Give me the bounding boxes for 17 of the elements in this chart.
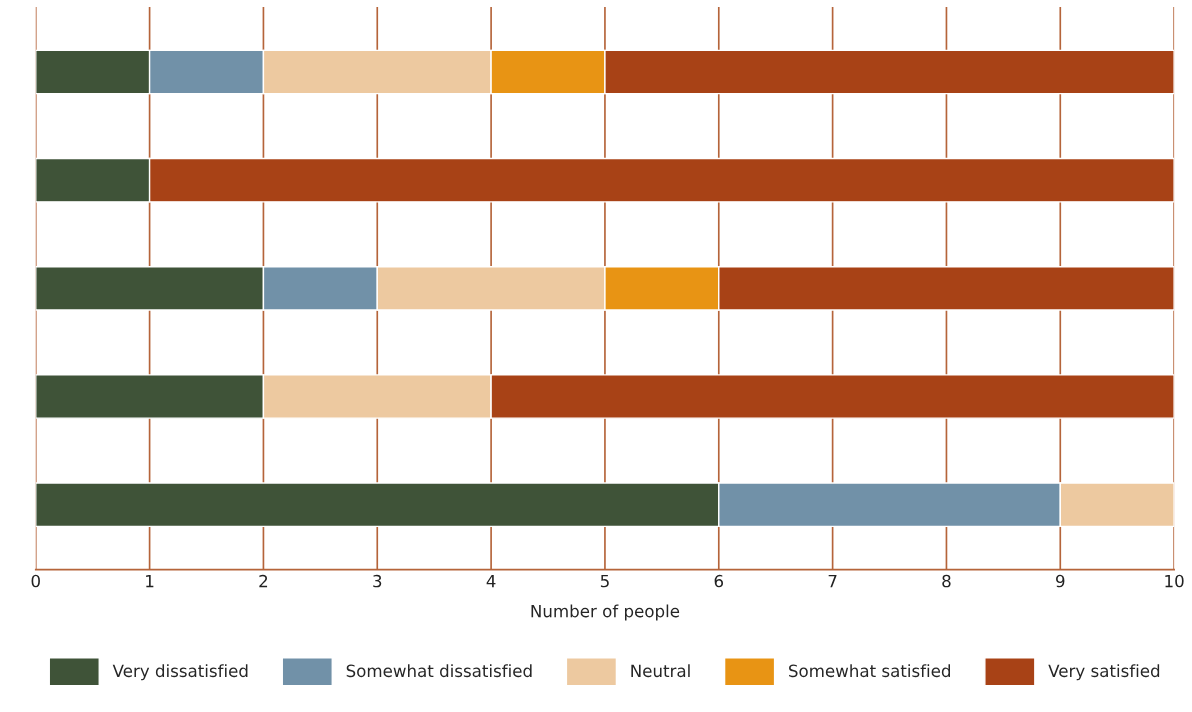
legend-label: Very satisfied xyxy=(1048,664,1160,681)
x-axis-title: Number of people xyxy=(531,604,680,621)
legend-label: Somewhat satisfied xyxy=(789,664,950,678)
x-tick-label: 2 xyxy=(259,574,268,588)
legend-label: Somewhat dissatisfied xyxy=(346,664,532,678)
x-tick-label: 10 xyxy=(1165,574,1184,588)
x-tick-label: 4 xyxy=(486,574,496,588)
legend-label: Very dissatisfied xyxy=(112,664,248,681)
x-tick-label: 0 xyxy=(31,574,40,588)
x-tick-label: 6 xyxy=(714,574,724,588)
x-tick-label: 3 xyxy=(373,574,382,588)
x-tick-label: 1 xyxy=(146,574,154,588)
x-tick-label: 9 xyxy=(1056,574,1065,588)
x-tick-label: 8 xyxy=(942,574,951,588)
x-tick-label: 7 xyxy=(828,574,837,588)
legend-label: Neutral xyxy=(631,664,690,678)
x-tick-label: 5 xyxy=(600,574,609,588)
